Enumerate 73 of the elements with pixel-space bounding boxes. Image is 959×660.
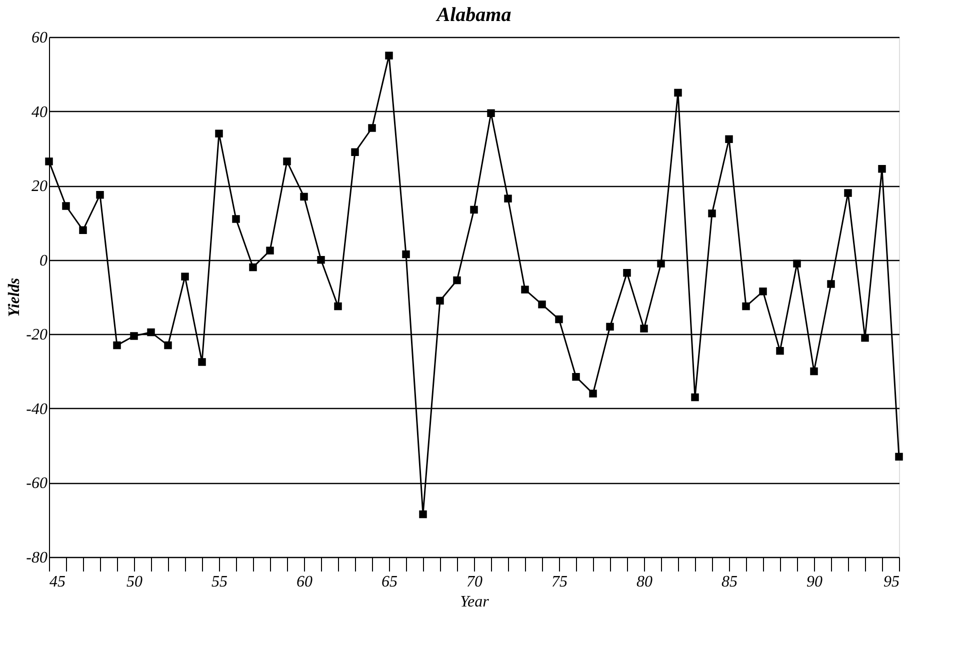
y-tick-label: -40: [26, 400, 48, 418]
x-axis-title: Year: [460, 594, 490, 610]
point: [351, 148, 359, 156]
point: [181, 272, 189, 280]
point: [453, 276, 461, 284]
point: [640, 324, 648, 332]
point: [538, 300, 546, 308]
point: [861, 334, 869, 342]
point: [623, 268, 631, 277]
point: [470, 206, 478, 214]
point: [810, 367, 818, 376]
point: [385, 52, 393, 60]
point: [742, 302, 750, 310]
point: [827, 280, 835, 288]
point: [708, 210, 716, 218]
point: [844, 189, 852, 197]
point: [368, 124, 376, 132]
point: [266, 246, 274, 254]
point: [232, 215, 240, 223]
x-tick-label: 70: [466, 574, 482, 590]
point: [521, 286, 529, 294]
x-tick-label: 65: [382, 574, 398, 590]
y-tick-label: -80: [26, 550, 48, 566]
point: [62, 202, 70, 210]
point: [436, 296, 444, 305]
point: [878, 164, 886, 173]
point: [113, 341, 121, 350]
point: [555, 315, 563, 324]
point: [147, 328, 155, 336]
point: [572, 372, 580, 381]
y-tick-label: -20: [26, 326, 48, 344]
point: [487, 109, 495, 118]
x-tick-label: 50: [126, 574, 142, 590]
x-tick-label: 60: [296, 574, 312, 590]
x-tick-label: 95: [884, 574, 900, 590]
y-tick-label: 0: [40, 252, 48, 270]
point: [674, 88, 682, 97]
x-tick-label: 75: [552, 574, 568, 590]
point: [130, 332, 138, 340]
x-tick-label: 85: [722, 574, 738, 590]
point: [895, 452, 903, 461]
point: [215, 130, 223, 138]
point: [283, 158, 291, 166]
point: [45, 158, 53, 166]
x-tick-label: 80: [636, 574, 652, 590]
point: [776, 346, 784, 355]
y-tick-label: 40: [32, 104, 48, 121]
point: [79, 226, 87, 234]
point: [793, 260, 801, 268]
point: [691, 393, 699, 402]
point: [504, 194, 512, 202]
point: [164, 341, 172, 350]
point: [725, 135, 733, 144]
point: [334, 302, 342, 310]
point: [759, 288, 767, 296]
point: [96, 190, 104, 199]
chart-title: Alabama: [434, 4, 512, 26]
y-tick-label: 60: [32, 30, 48, 46]
point: [589, 390, 597, 398]
x-tick-label: 90: [806, 574, 822, 590]
point: [249, 263, 257, 272]
point: [317, 256, 325, 264]
x-tick-label: 45: [50, 574, 66, 590]
point: [657, 260, 665, 268]
point: [402, 250, 410, 258]
y-tick-label: -60: [26, 475, 48, 492]
x-tick-label: 55: [212, 574, 228, 590]
point: [198, 358, 206, 366]
y-tick-label: 20: [32, 178, 48, 196]
point: [606, 322, 614, 331]
point: [419, 510, 427, 518]
point: [300, 192, 308, 201]
y-axis-title: Yields: [6, 278, 24, 318]
